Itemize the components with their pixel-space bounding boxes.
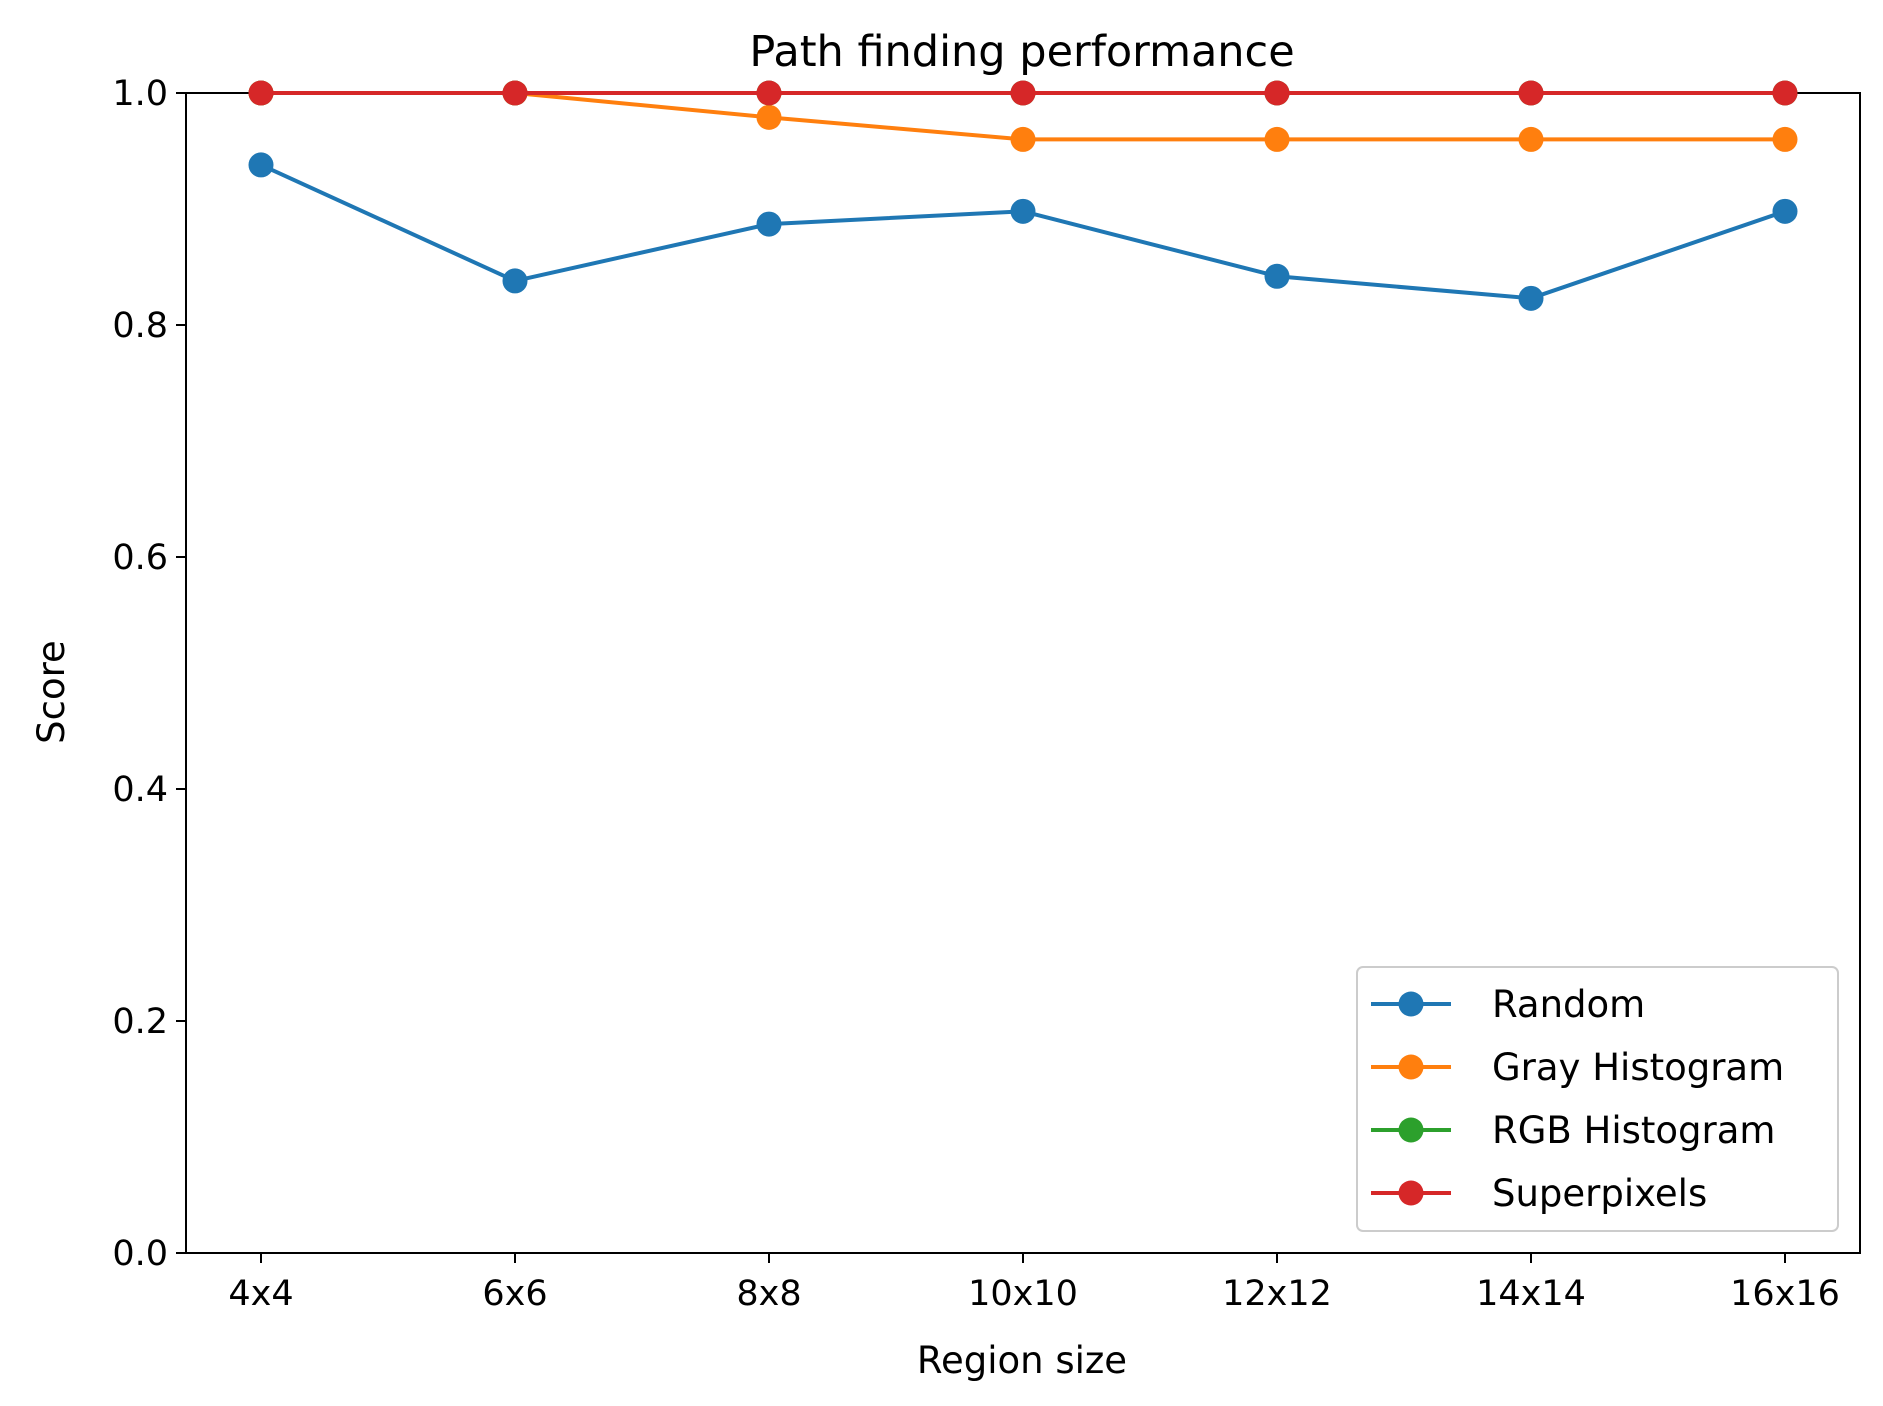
y-tick-label: 1.0 [112, 74, 168, 114]
y-tick-label: 0.0 [112, 1234, 168, 1274]
data-point-random [248, 152, 274, 178]
series-line-random [260, 163, 1786, 301]
data-point-random [1518, 285, 1544, 311]
y-tick-label: 0.4 [112, 770, 168, 810]
data-point-gray-histogram [1264, 126, 1290, 152]
data-point-random [1772, 198, 1798, 224]
x-tick-label: 16x16 [1730, 1274, 1840, 1314]
legend-label-rgb-histogram: RGB Histogram [1492, 1109, 1775, 1152]
x-tick-label: 4x4 [228, 1274, 293, 1314]
data-point-superpixels [756, 80, 782, 106]
data-point-superpixels [1518, 80, 1544, 106]
data-point-gray-histogram [1010, 126, 1036, 152]
series-layer [248, 80, 1798, 311]
legend-marker-gray-histogram [1398, 1054, 1424, 1080]
data-point-superpixels [248, 80, 274, 106]
y-tick-label: 0.6 [112, 538, 168, 578]
x-tick-label: 12x12 [1222, 1274, 1332, 1314]
data-point-random [756, 211, 782, 237]
data-point-superpixels [1010, 80, 1036, 106]
legend-box [1356, 966, 1839, 1232]
legend-label-superpixels: Superpixels [1492, 1172, 1707, 1215]
data-point-gray-histogram [756, 104, 782, 130]
legend-label-gray-histogram: Gray Histogram [1492, 1046, 1784, 1089]
data-point-superpixels [1264, 80, 1290, 106]
legend-marker-superpixels [1398, 1180, 1424, 1206]
chart-title: Path finding performance [749, 27, 1294, 77]
data-point-gray-histogram [1518, 126, 1544, 152]
legend-marker-rgb-histogram [1398, 1117, 1424, 1143]
x-axis-label: Region size [917, 1339, 1127, 1382]
y-axis-label: Score [30, 640, 73, 744]
legend-marker-random [1398, 991, 1424, 1017]
x-tick-label: 14x14 [1476, 1274, 1586, 1314]
data-point-random [1264, 263, 1290, 289]
x-tick-label: 10x10 [968, 1274, 1078, 1314]
x-tick-label: 8x8 [736, 1274, 801, 1314]
y-tick-label: 0.8 [112, 306, 168, 346]
legend-label-random: Random [1492, 983, 1645, 1026]
data-point-superpixels [502, 80, 528, 106]
legend: Random Gray Histogram RGB Histogram Superpi… [1356, 966, 1839, 1232]
series-superpixels [248, 80, 1798, 106]
data-point-random [502, 268, 528, 294]
data-point-gray-histogram [1772, 126, 1798, 152]
x-tick-label: 6x6 [482, 1274, 547, 1314]
data-point-random [1010, 198, 1036, 224]
data-point-superpixels [1772, 80, 1798, 106]
series-random [248, 152, 1798, 311]
axes-layer: 0.0 0.2 0.4 0.6 0.8 1.0 4x4 6x6 8x8 10x10 12x12 14x… [112, 74, 1861, 1314]
y-tick-label: 0.2 [112, 1002, 168, 1042]
